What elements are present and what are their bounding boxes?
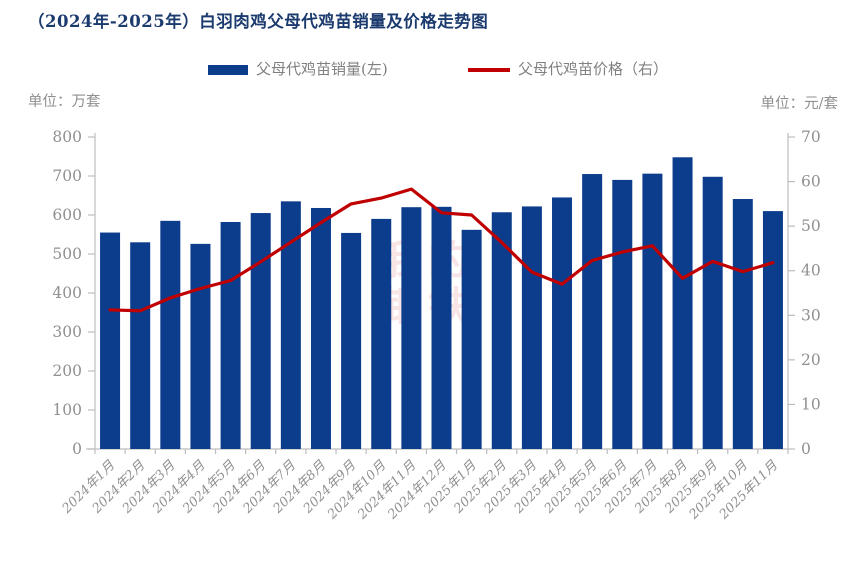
x-axis-labels: 2024年1月2024年2月2024年3月2024年4月2024年5月2024年… bbox=[59, 458, 782, 524]
sales-bar bbox=[702, 176, 723, 449]
left-axis-tick-label: 200 bbox=[52, 362, 82, 380]
sales-bar bbox=[521, 206, 542, 449]
left-axis-tick-label: 700 bbox=[52, 167, 82, 185]
left-axis: 0 100 200 300 400 500 600 700 800 bbox=[52, 128, 95, 458]
sales-bar bbox=[612, 179, 633, 449]
right-axis-unit: 单位：元/套 bbox=[760, 96, 838, 112]
right-axis: 0 10 20 30 40 50 60 70 bbox=[788, 128, 821, 458]
sales-bar bbox=[552, 197, 573, 449]
sales-legend-label: 父母代鸡苗销量(左) bbox=[256, 60, 388, 78]
page-title: （2024年-2025年）白羽肉鸡父母代鸡苗销量及价格走势图 bbox=[28, 12, 489, 31]
right-axis-tick-label: 70 bbox=[801, 128, 821, 146]
left-axis-tick-label: 0 bbox=[72, 440, 82, 458]
right-axis-tick-label: 0 bbox=[801, 440, 811, 458]
sales-bar bbox=[130, 242, 151, 449]
right-axis-tick-label: 30 bbox=[801, 306, 821, 324]
right-axis-tick-label: 10 bbox=[801, 395, 821, 413]
sales-bar bbox=[672, 157, 693, 449]
sales-bar bbox=[280, 201, 301, 449]
sales-bar bbox=[250, 213, 271, 449]
watermark-en: Mysteel.com bbox=[356, 312, 624, 357]
left-axis-tick-label: 400 bbox=[52, 284, 82, 302]
watermark-cn: 我的钢铁 bbox=[382, 237, 474, 330]
sales-bar bbox=[220, 222, 241, 449]
left-axis-unit: 单位：万套 bbox=[28, 94, 101, 110]
left-axis-tick-label: 300 bbox=[52, 323, 82, 341]
sales-bar bbox=[642, 173, 663, 449]
sales-bar bbox=[491, 212, 512, 449]
legend: 父母代鸡苗销量(左) 父母代鸡苗价格（右） bbox=[0, 58, 866, 82]
price-legend-label: 父母代鸡苗价格（右） bbox=[518, 60, 669, 78]
sales-bar bbox=[401, 207, 422, 449]
price-line bbox=[108, 187, 775, 313]
left-axis-tick-label: 800 bbox=[52, 128, 82, 146]
price-legend-line-icon bbox=[468, 68, 510, 72]
right-axis-tick-label: 40 bbox=[801, 262, 821, 280]
sales-bar bbox=[190, 243, 211, 449]
sales-bar bbox=[762, 211, 783, 449]
sales-bar bbox=[461, 229, 482, 449]
sales-bar bbox=[431, 206, 452, 449]
right-axis-tick-label: 60 bbox=[801, 173, 821, 191]
right-axis-tick-label: 50 bbox=[801, 217, 821, 235]
left-axis-tick-label: 100 bbox=[52, 401, 82, 419]
sales-bar bbox=[732, 199, 753, 449]
sales-legend-swatch-icon bbox=[208, 65, 248, 75]
sales-bar bbox=[160, 220, 181, 449]
sales-bars bbox=[100, 157, 783, 450]
left-axis-tick-label: 500 bbox=[52, 245, 82, 263]
sales-bar bbox=[100, 232, 121, 449]
sales-bar bbox=[582, 174, 603, 450]
x-axis-ticks bbox=[94, 449, 789, 454]
sales-bar bbox=[310, 207, 331, 449]
sales-bar bbox=[371, 218, 392, 449]
left-axis-tick-label: 600 bbox=[52, 206, 82, 224]
sales-bar bbox=[341, 232, 362, 449]
right-axis-tick-label: 20 bbox=[801, 351, 821, 369]
